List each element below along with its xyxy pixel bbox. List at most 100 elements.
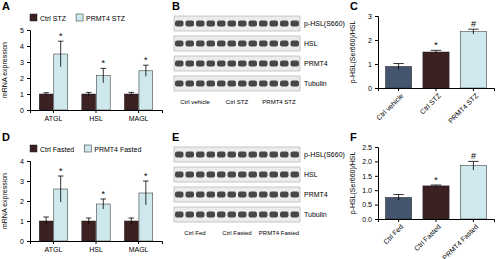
tick-mark [375, 16, 378, 17]
blot-band [175, 212, 184, 218]
tick-mark [27, 110, 30, 111]
error-bar [103, 68, 104, 82]
tick: 1.0 [362, 187, 378, 194]
tick: PRMT4 STZ [447, 88, 480, 124]
tick-mark [375, 40, 378, 41]
error-cap [129, 92, 135, 93]
blot-band [238, 212, 247, 218]
row-label: Tubulin [304, 211, 327, 218]
tick: 1 [20, 91, 30, 98]
blot-band [186, 61, 195, 67]
blot-band [228, 81, 237, 87]
row-label: p-HSL(S660) [304, 151, 345, 159]
tick-label: HSL [89, 115, 103, 122]
tick: 4 [20, 43, 30, 50]
blot-band [270, 81, 279, 87]
legend-label: Ctrl STZ [40, 15, 67, 22]
blot-band [291, 41, 300, 47]
blot-band [238, 192, 247, 198]
tick-mark [27, 46, 30, 47]
blot-band [175, 81, 184, 87]
blot-strip [174, 36, 300, 51]
significance-mark: # [471, 151, 476, 161]
blot-band [228, 212, 237, 218]
row-label: HSL [304, 171, 318, 178]
tick-label: 0 [368, 85, 372, 92]
y-axis: 012345 [20, 27, 30, 114]
legend-swatch [84, 145, 91, 152]
blot-band [217, 41, 226, 47]
tick-label: 4 [20, 43, 24, 50]
blot-band [186, 81, 195, 87]
blot-band [228, 172, 237, 178]
row-label: p-HSL(S660) [304, 20, 345, 28]
tick-label: Ctrl vehicle [375, 92, 405, 122]
blot-band [175, 21, 184, 27]
axis-line [375, 17, 379, 89]
blot-band [270, 61, 279, 67]
panel: A012345ATGLHSLMAGLmRNA expression***Ctrl… [1, 0, 163, 122]
tick-mark [375, 219, 378, 220]
tick-mark [27, 78, 30, 79]
error-cap [393, 63, 403, 64]
tick-mark [27, 30, 30, 31]
tick-label: 4 [20, 158, 24, 165]
tick-mark [27, 62, 30, 63]
legend-label: PRMT4 Fasted [94, 146, 141, 153]
tick-mark [27, 181, 30, 182]
tick-label: MAGL [129, 246, 149, 253]
tick-label: 2 [20, 198, 24, 205]
tick-mark [53, 110, 54, 113]
bar [385, 197, 411, 219]
lane-label: PRMT4 STZ [262, 99, 296, 105]
figure: A012345ATGLHSLMAGLmRNA expression***Ctrl… [0, 0, 500, 259]
tick-label: 5 [20, 27, 24, 34]
tick-mark [375, 88, 378, 89]
error-cap [129, 218, 135, 219]
tick: Ctrl Fasted [413, 219, 442, 252]
blot-band [259, 41, 268, 47]
blot-band [280, 21, 289, 27]
tick-label: 3 [368, 13, 372, 20]
error-cap [43, 92, 49, 93]
blot-band [270, 172, 279, 178]
legend: Ctrl STZPRMT4 STZ [30, 14, 126, 22]
tick-label: ATGL [45, 246, 63, 253]
error-bar [88, 92, 89, 95]
tick-mark [375, 176, 378, 177]
tick: Ctrl STZ [419, 88, 443, 115]
error-bar [131, 92, 132, 95]
blot-band [249, 152, 258, 158]
tick-mark [398, 219, 399, 222]
blot-band [238, 172, 247, 178]
blot-band [175, 152, 184, 158]
tick: 4 [20, 158, 30, 165]
blot-band [196, 212, 205, 218]
plot: 012345ATGLHSLMAGLmRNA expression***Ctrl … [1, 14, 163, 122]
tick-label: 0.0 [362, 216, 372, 223]
blot-band [238, 61, 247, 67]
bar [39, 94, 53, 110]
legend-swatch [76, 14, 83, 21]
tick-mark [138, 241, 139, 244]
tick-mark [375, 190, 378, 191]
x-axis: ATGLHSLMAGL [31, 110, 163, 122]
tick-mark [27, 221, 30, 222]
blot-band [186, 41, 195, 47]
tick-mark [96, 241, 97, 244]
blot-band [270, 152, 279, 158]
bar [423, 52, 449, 88]
blot-band [207, 21, 216, 27]
tick-mark [436, 88, 437, 91]
bar [460, 166, 486, 219]
blot-band [291, 212, 300, 218]
lane-label: PRMT4 Fasted [259, 230, 299, 236]
lane-label: Ctrl STZ [226, 99, 249, 105]
blot-band [291, 192, 300, 198]
tick-label: 2.5 [362, 144, 372, 151]
axis-line [31, 242, 163, 245]
blot-band [207, 41, 216, 47]
blot-band [238, 81, 247, 87]
significance-mark: * [59, 31, 63, 41]
tick-mark [473, 88, 474, 91]
